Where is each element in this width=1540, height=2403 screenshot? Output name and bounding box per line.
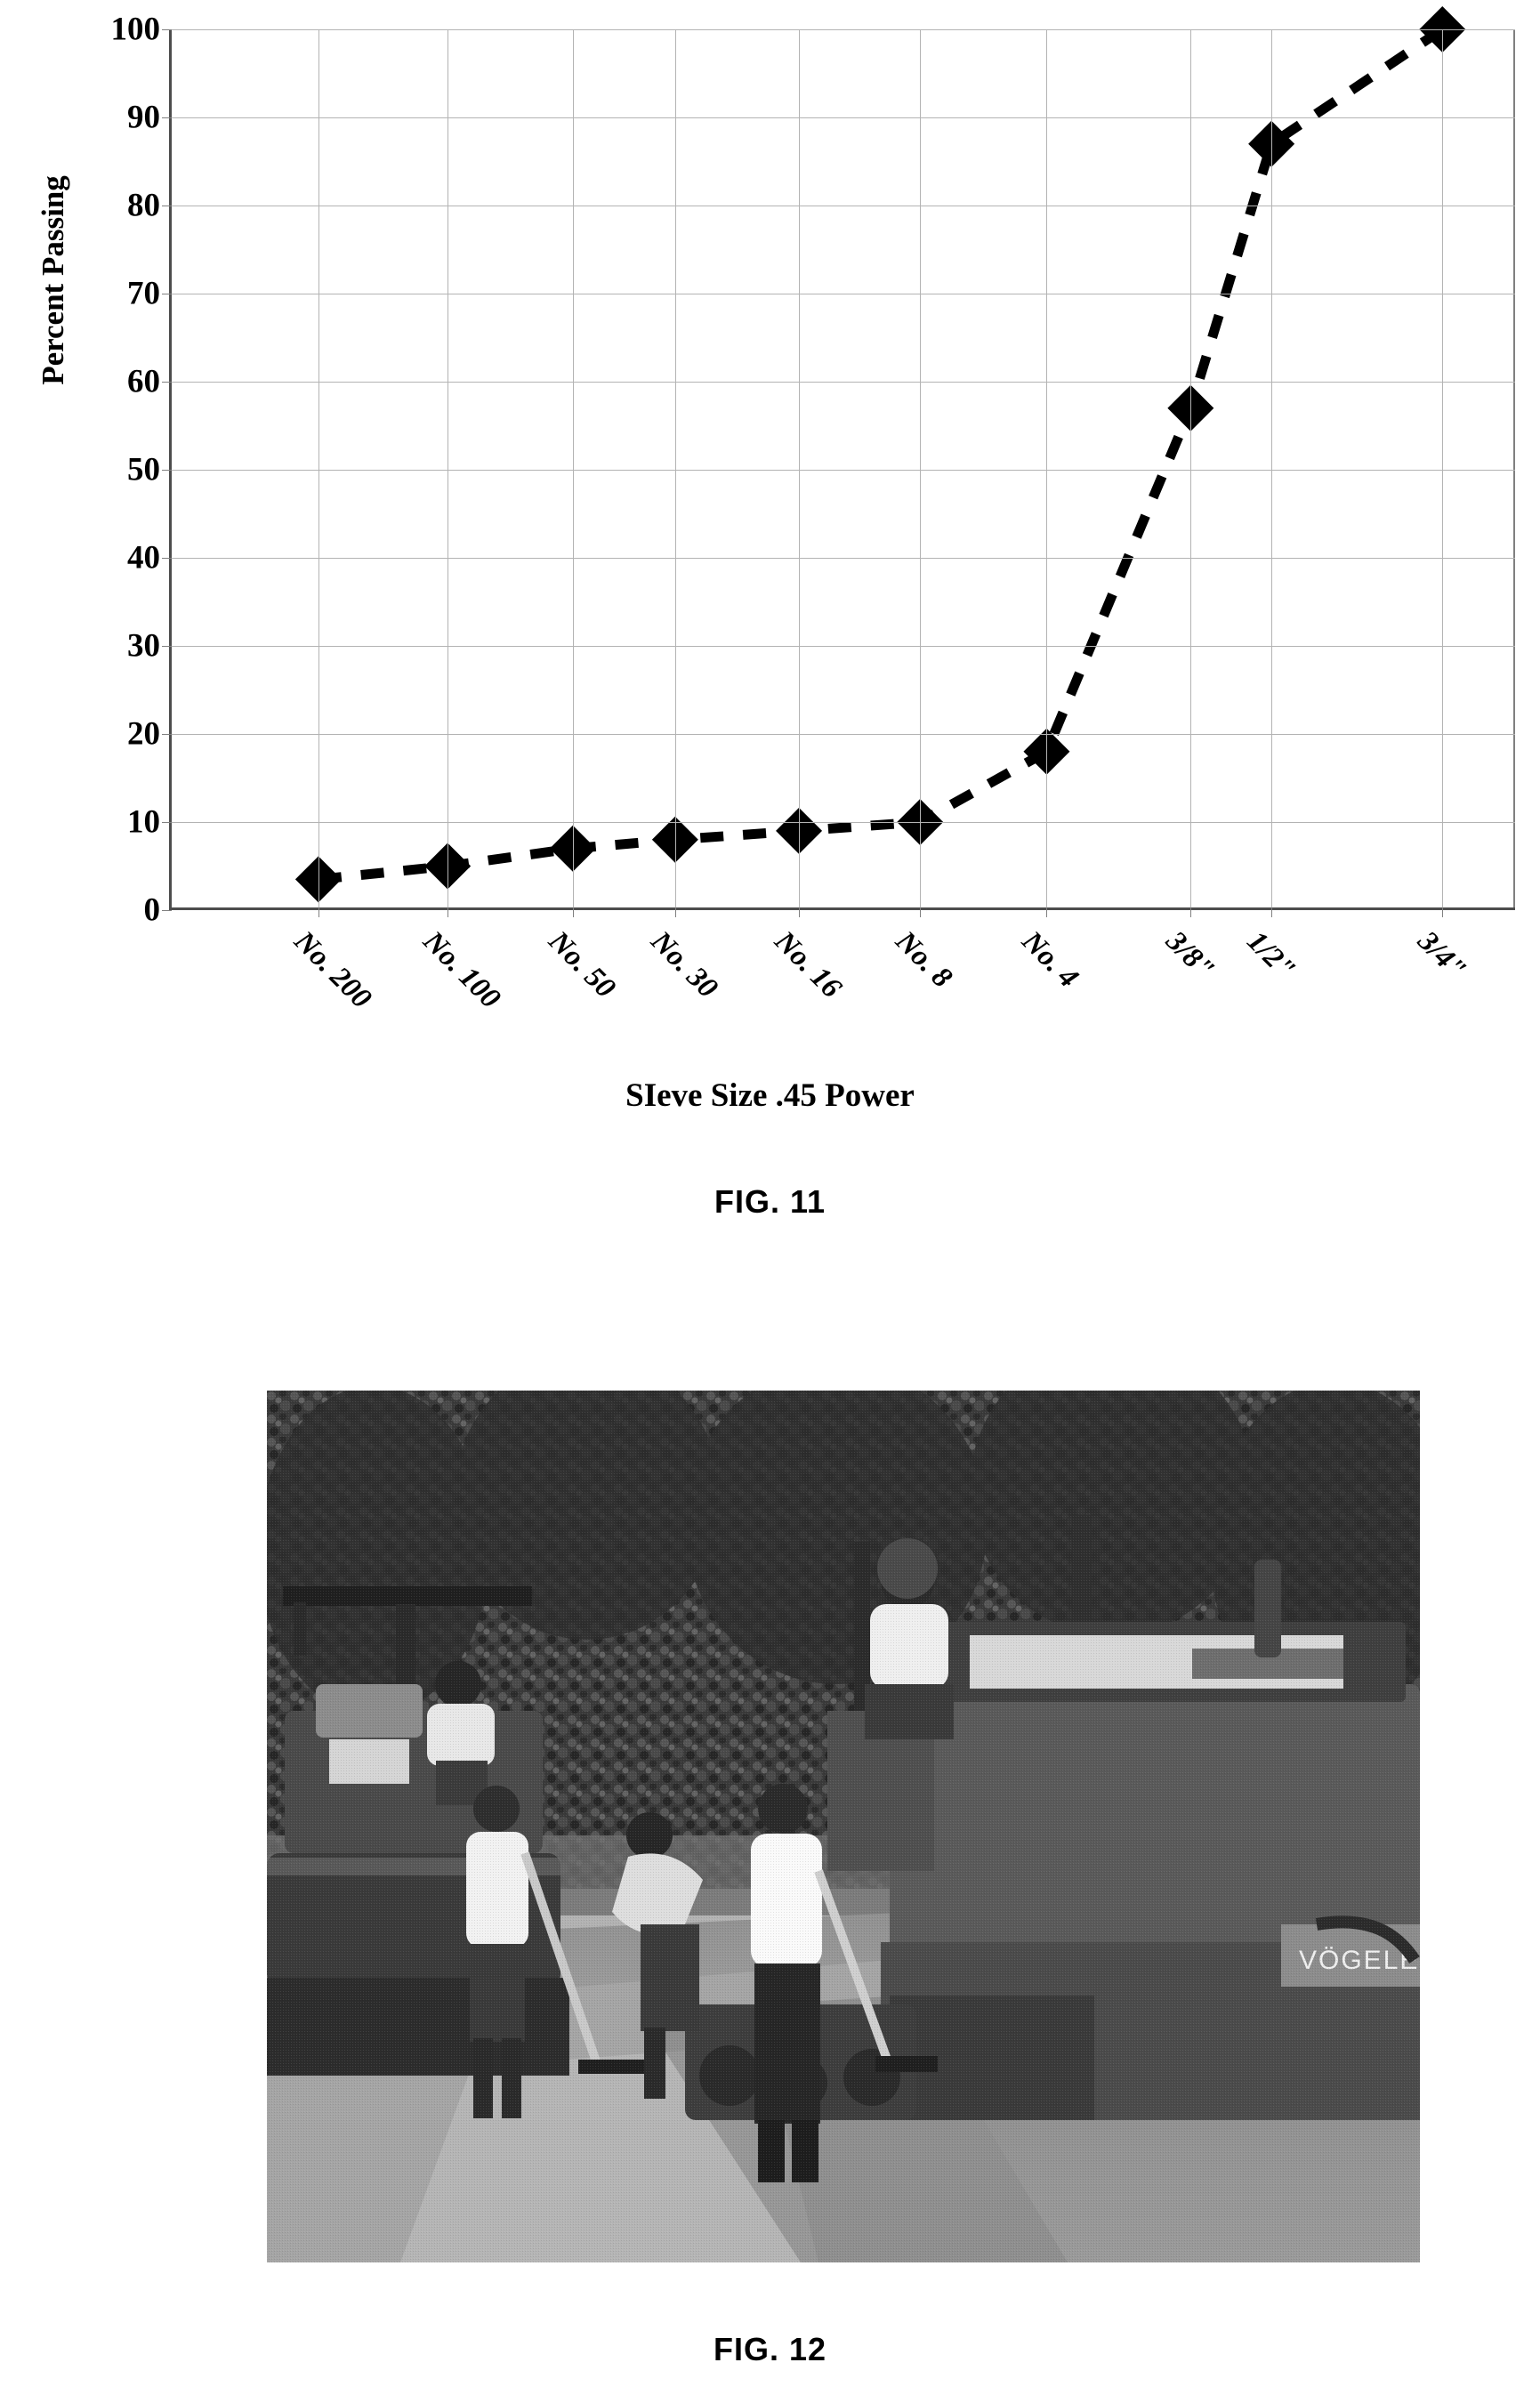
x-tick-label: 3/4": [1411, 925, 1472, 987]
data-markers: [295, 6, 1465, 902]
figure-11-caption: FIG. 11: [0, 1183, 1540, 1221]
x-gridline: [1442, 29, 1443, 907]
x-tick-label: No. 100: [416, 925, 506, 1015]
y-tick-label: 10: [27, 803, 160, 842]
x-tick-label: 1/2": [1240, 925, 1302, 987]
y-tick-mark: [162, 822, 172, 823]
x-axis-title: SIeve Size .45 Power: [0, 1077, 1540, 1115]
y-tick-mark: [162, 646, 172, 647]
x-tick-label: 3/8": [1159, 925, 1221, 987]
x-gridline: [675, 29, 676, 907]
y-tick-label: 30: [27, 627, 160, 665]
x-gridline: [1046, 29, 1047, 907]
y-axis-tick-labels: 0 10 20 30 40 50 60 70 80 90 100: [9, 0, 160, 979]
y-gridline: [172, 646, 1515, 647]
x-tick-mark: [1190, 907, 1191, 917]
y-tick-label: 0: [27, 891, 160, 930]
y-gridline: [172, 29, 1515, 30]
x-tick-mark: [1271, 907, 1272, 917]
x-gridline: [447, 29, 448, 907]
figure-12-caption: FIG. 12: [0, 2331, 1540, 2368]
y-tick-mark: [162, 910, 172, 911]
x-tick-label: No. 16: [768, 925, 848, 1005]
x-axis-tick-labels: No. 200 No. 100 No. 50 No. 30 No. 16 No. 8 No.…: [169, 925, 1515, 1085]
figure-12-photograph: VÖGELE: [267, 1391, 1420, 2262]
x-tick-label: No. 4: [1015, 925, 1084, 995]
y-tick-label: 80: [27, 187, 160, 225]
x-gridline: [920, 29, 921, 907]
x-tick-mark: [799, 907, 800, 917]
y-tick-mark: [162, 117, 172, 118]
y-gridline: [172, 382, 1515, 383]
y-gridline: [172, 734, 1515, 735]
x-tick-mark: [1442, 907, 1443, 917]
x-tick-mark: [447, 907, 448, 917]
x-tick-label: No. 200: [287, 925, 377, 1015]
figure-11: Percent Passing 0102030405060708090100 N…: [0, 0, 1540, 1246]
y-gridline: [172, 117, 1515, 118]
plot-area: [169, 29, 1515, 910]
y-tick-label: 90: [27, 99, 160, 137]
x-tick-mark: [573, 907, 574, 917]
y-tick-mark: [162, 29, 172, 30]
y-tick-label: 40: [27, 539, 160, 577]
x-tick-mark: [1046, 907, 1047, 917]
x-tick-label: No. 50: [542, 925, 622, 1005]
y-tick-mark: [162, 382, 172, 383]
y-tick-label: 100: [27, 11, 160, 49]
y-tick-label: 50: [27, 451, 160, 489]
y-tick-mark: [162, 558, 172, 559]
y-tick-label: 20: [27, 715, 160, 754]
x-tick-mark: [318, 907, 319, 917]
paving-scene-illustration: VÖGELE: [267, 1391, 1420, 2262]
x-tick-label: No. 30: [644, 925, 724, 1005]
x-gridline: [799, 29, 800, 907]
x-gridline: [318, 29, 319, 907]
x-gridline: [1271, 29, 1272, 907]
y-tick-mark: [162, 470, 172, 471]
x-tick-mark: [675, 907, 676, 917]
x-tick-label: No. 8: [889, 925, 958, 995]
y-gridline: [172, 822, 1515, 823]
x-tick-mark: [920, 907, 921, 917]
y-gridline: [172, 470, 1515, 471]
x-gridline: [1190, 29, 1191, 907]
y-tick-label: 60: [27, 363, 160, 401]
y-tick-mark: [162, 734, 172, 735]
y-gridline: [172, 558, 1515, 559]
y-tick-label: 70: [27, 275, 160, 313]
x-gridline: [573, 29, 574, 907]
